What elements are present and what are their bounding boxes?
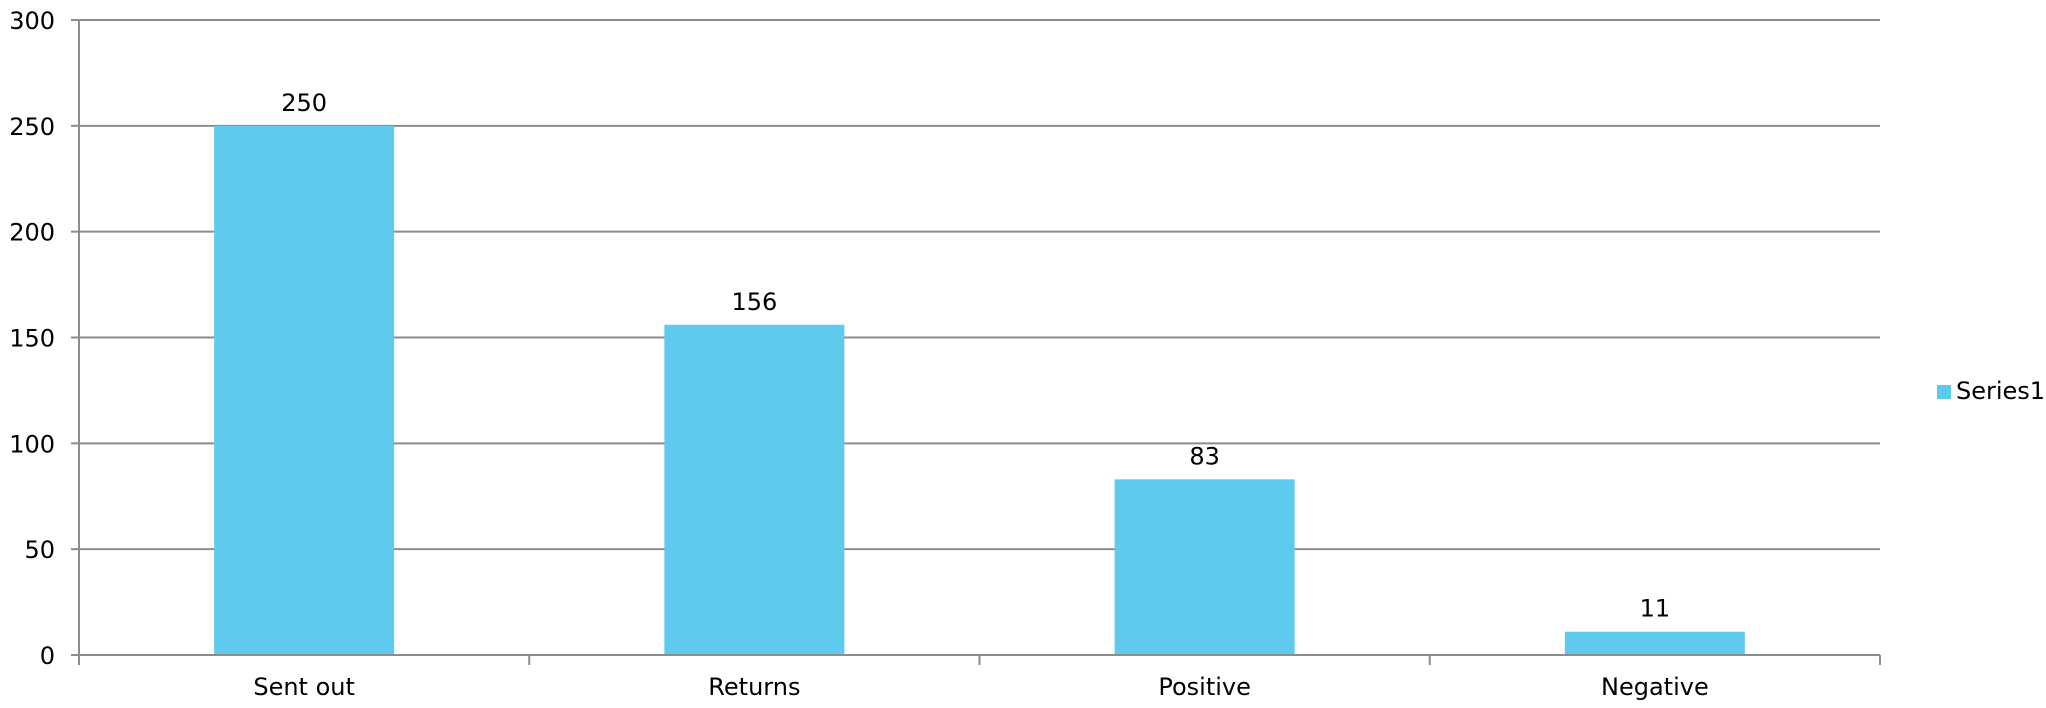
legend: Series1 [1937, 377, 2045, 405]
x-tick-label: Sent out [253, 673, 355, 701]
x-tick-label: Negative [1601, 673, 1709, 701]
axis-layer [71, 19, 1881, 665]
x-tick-label: Positive [1158, 673, 1251, 701]
data-label: 83 [1189, 442, 1220, 470]
legend-label: Series1 [1956, 377, 2045, 405]
labels-layer: 0 50 100 150 200 250 300 250 Sent out 156 Returns 8… [9, 7, 1709, 701]
y-tick-label: 0 [40, 642, 55, 670]
x-tick-label: Returns [708, 673, 800, 701]
y-tick-label: 100 [9, 430, 55, 458]
bar [1564, 631, 1745, 655]
data-label: 11 [1640, 595, 1671, 623]
y-tick-label: 300 [9, 7, 55, 35]
y-tick-label: 50 [24, 536, 55, 564]
y-tick-label: 150 [9, 325, 55, 353]
bars-layer [214, 125, 1745, 656]
legend-swatch [1937, 385, 1951, 399]
bar [664, 324, 845, 655]
data-label: 156 [731, 288, 777, 316]
bar [214, 125, 395, 656]
y-tick-label: 250 [9, 113, 55, 141]
bar [1114, 479, 1295, 655]
y-tick-label: 200 [9, 219, 55, 247]
data-label: 250 [281, 89, 327, 117]
